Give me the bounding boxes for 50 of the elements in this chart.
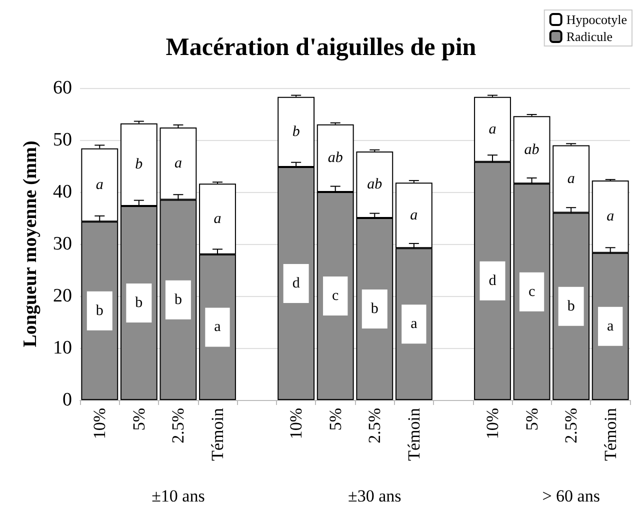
data-label: c <box>528 284 536 300</box>
text: ±10 ans <box>152 486 205 506</box>
data-label: a <box>410 207 418 224</box>
x-tick-label: Témoin <box>600 408 620 461</box>
legend-label: Hypocotyle <box>566 12 628 27</box>
y-tick-label: 50 <box>53 130 72 150</box>
data-label: b <box>292 124 300 140</box>
x-tick-label: 5% <box>129 408 148 431</box>
data-label: a <box>567 171 575 187</box>
data-label: b <box>96 302 104 319</box>
y-tick-label: 30 <box>53 234 72 254</box>
data-label: d <box>292 276 300 292</box>
x-tick-label: 2.5% <box>562 408 581 444</box>
data-label: ab <box>328 150 344 166</box>
data-label: a <box>607 318 614 334</box>
data-label: ab <box>367 176 383 193</box>
data-label: a <box>488 121 496 138</box>
x-tick-label: 10% <box>90 408 110 440</box>
legend-label: Radicule <box>566 29 613 44</box>
data-label: a <box>214 319 222 336</box>
data-label: ab <box>524 142 540 158</box>
data-label: c <box>332 288 340 304</box>
data-label: b <box>135 295 143 312</box>
x-tick-label: Témoin <box>404 408 424 461</box>
data-label: d <box>488 272 497 289</box>
text: ±30 ans <box>348 486 402 506</box>
y-tick-label: 60 <box>53 78 72 98</box>
x-tick-label: 2.5% <box>365 408 384 444</box>
x-tick-label: 5% <box>522 408 542 431</box>
y-axis-title: Longueur moyenne (mm) <box>20 140 41 348</box>
y-tick-label: 0 <box>62 390 72 410</box>
data-label: b <box>174 292 182 308</box>
data-label: a <box>96 176 104 193</box>
x-tick-label: 10% <box>286 408 306 440</box>
x-tick-label: Témoin <box>208 408 227 461</box>
text: > 60 ans <box>542 486 600 506</box>
chart-title: Macération d'aiguilles de pin <box>166 34 476 61</box>
x-tick-label: 5% <box>326 408 345 431</box>
data-label: a <box>214 211 222 228</box>
x-tick-label: 10% <box>483 408 502 440</box>
y-tick-label: 40 <box>53 182 72 202</box>
data-label: b <box>567 298 575 314</box>
data-label: b <box>135 156 144 173</box>
y-tick-label: 20 <box>53 286 72 306</box>
data-label: a <box>606 208 614 225</box>
y-tick-label: 10 <box>53 338 72 358</box>
x-tick-label: 2.5% <box>168 408 188 444</box>
data-label: a <box>174 156 182 172</box>
data-label: a <box>410 316 418 332</box>
data-label: b <box>370 301 378 317</box>
